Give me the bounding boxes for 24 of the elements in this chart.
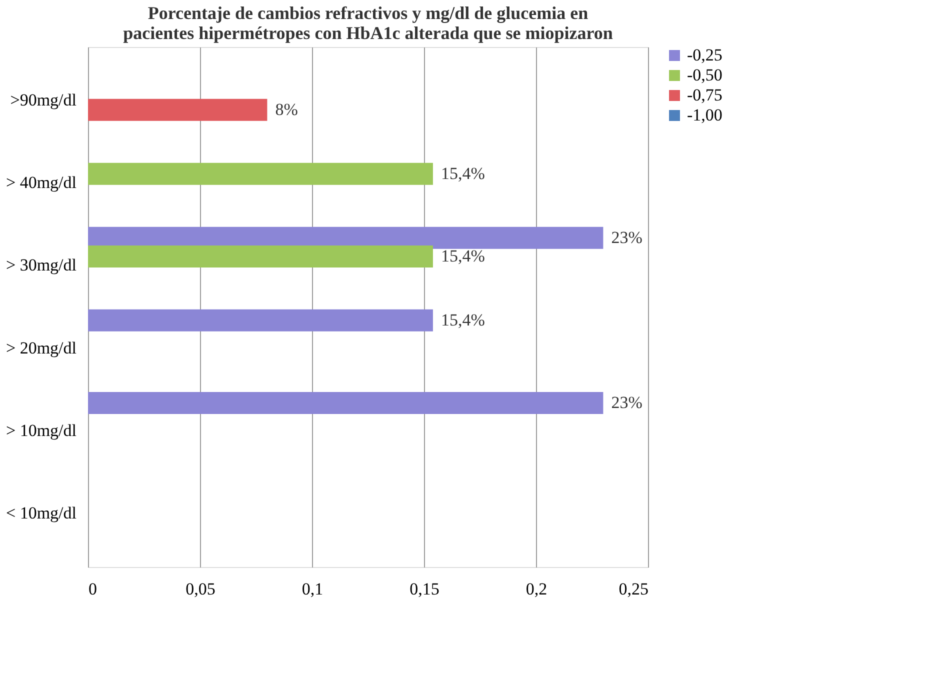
y-tick-label: > 30mg/dl	[6, 256, 77, 275]
text: pacientes hipermétropes con HbA1c alterada que se miopizaron	[123, 23, 613, 43]
x-tick-label: 0,25	[618, 580, 648, 598]
legend-label: -0,50	[687, 66, 722, 84]
text: Porcentaje de cambios refractivos y mg/dl de glucemia en	[148, 3, 588, 23]
y-tick-label: >90mg/dl	[10, 90, 77, 110]
x-tick-label: 0,2	[526, 580, 548, 598]
legend-label: -1,00	[687, 106, 722, 124]
x-tick-label: 0,05	[186, 580, 216, 598]
x-tick-label: 0,1	[302, 580, 324, 598]
data-label: 23%	[611, 392, 642, 412]
y-tick-label: > 40mg/dl	[6, 173, 77, 192]
data-label: 8%	[275, 100, 298, 119]
y-tick-label: > 20mg/dl	[6, 338, 77, 358]
legend-label: -0,75	[687, 86, 722, 104]
data-label: 23%	[611, 228, 642, 247]
data-label: 15,4%	[440, 164, 485, 183]
data-label: 15,4%	[440, 310, 485, 330]
x-tick-label: 0	[88, 580, 97, 598]
data-label: 15,4%	[440, 246, 485, 266]
legend-label: -0,25	[687, 46, 722, 64]
y-tick-label: > 10mg/dl	[6, 420, 77, 440]
x-tick-label: 0,15	[410, 580, 440, 598]
y-tick-label: < 10mg/dl	[6, 503, 77, 522]
